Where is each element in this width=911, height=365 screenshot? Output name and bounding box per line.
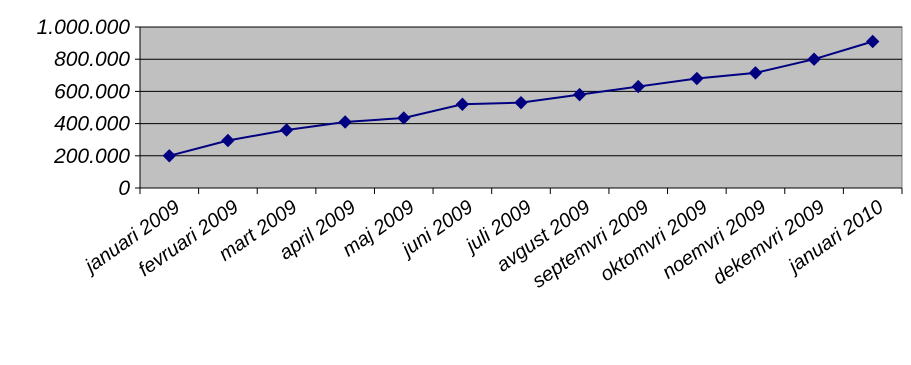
data-point-marker [279, 123, 294, 137]
data-point-marker [748, 66, 763, 80]
y-tick-label: 600.000 [54, 80, 130, 103]
data-point-marker [455, 97, 470, 111]
data-point-marker [572, 87, 587, 102]
data-point-marker [631, 79, 645, 94]
data-point-marker [221, 133, 235, 148]
gridlines [140, 26, 902, 157]
y-tick-label: 400.000 [54, 113, 130, 136]
data-point-marker [162, 149, 177, 163]
data-point-marker [690, 71, 704, 86]
data-point-marker [865, 34, 880, 49]
y-tick-label: 800.000 [54, 48, 130, 71]
y-tick-label: 0 [118, 177, 130, 200]
data-point-marker [397, 111, 411, 125]
series-group [162, 34, 880, 163]
x-tick-label: januari 2009 [79, 196, 184, 279]
y-tick-label: 200.000 [53, 145, 130, 168]
y-tick-label: 1.000.000 [37, 16, 131, 39]
data-point-marker [338, 115, 352, 129]
data-point-marker [514, 95, 528, 110]
data-point-marker [807, 52, 821, 66]
y-axis: 0 200.000 400.000 600.000 800.000 1.000.000 [37, 16, 141, 200]
